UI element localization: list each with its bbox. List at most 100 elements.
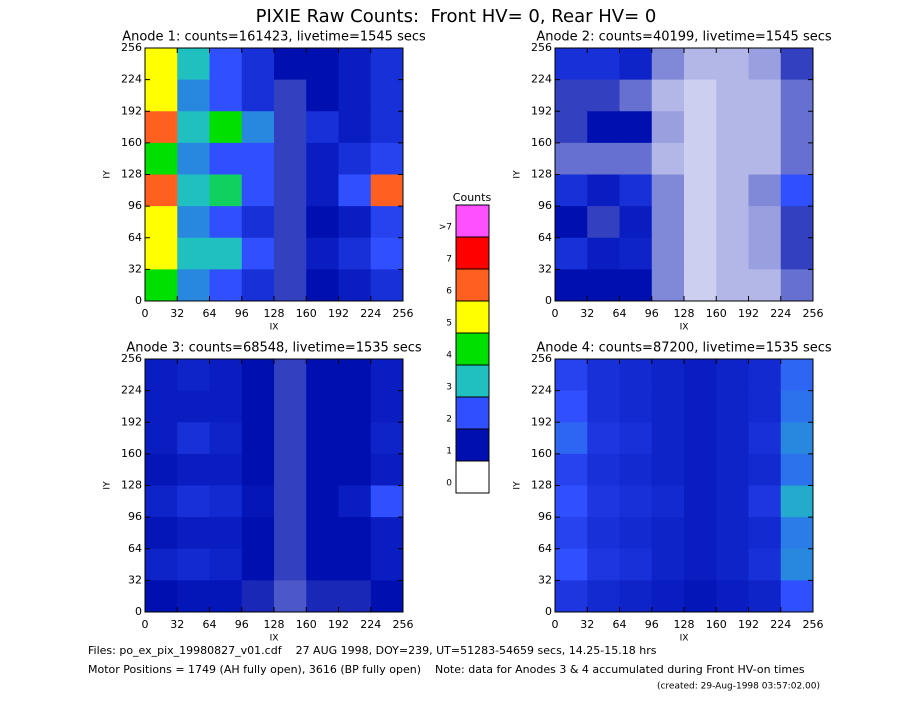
heat-cell: [748, 269, 782, 302]
heat-cell: [370, 206, 404, 239]
heat-cell: [338, 237, 372, 270]
color-box: [455, 396, 490, 430]
heat-cell: [177, 269, 210, 302]
y-axis-label: IY: [103, 481, 113, 490]
heat-cell: [780, 174, 814, 207]
heat-cell: [587, 548, 620, 581]
heat-cell: [145, 237, 178, 270]
heat-cell: [370, 580, 404, 613]
heat-cell: [748, 174, 782, 207]
x-tick-label: 32: [170, 618, 184, 631]
heat-cell: [145, 48, 178, 81]
heat-cell: [241, 390, 275, 423]
x-tick-label: 32: [170, 307, 184, 320]
heat-cell: [306, 206, 339, 239]
x-axis-label: IX: [680, 323, 689, 333]
heat-cell: [780, 422, 814, 455]
heat-cell: [716, 237, 749, 270]
heat-cell: [619, 174, 653, 207]
y-tick-label: 64: [128, 231, 142, 244]
x-tick-label: 0: [552, 618, 559, 631]
heat-cell: [177, 548, 210, 581]
heat-cell: [209, 485, 243, 518]
heat-cell: [370, 517, 404, 550]
heat-cell: [684, 485, 717, 518]
heat-cell: [587, 111, 620, 144]
heat-cell: [748, 548, 782, 581]
y-tick-label: 32: [128, 573, 142, 586]
heat-cell: [306, 142, 339, 175]
heat-cell: [177, 174, 210, 207]
heat-cell: [145, 174, 178, 207]
heat-cell: [716, 390, 749, 423]
heat-cell: [555, 390, 588, 423]
heat-cell: [587, 517, 620, 550]
heat-cell: [306, 548, 339, 581]
x-tick-label: 160: [296, 618, 317, 631]
heat-cell: [716, 269, 749, 302]
heat-cell: [370, 390, 404, 423]
x-tick-label: 96: [645, 307, 659, 320]
heat-cell: [209, 548, 243, 581]
y-tick-label: 160: [121, 447, 142, 460]
heat-cell: [145, 422, 178, 455]
heat-cell: [780, 269, 814, 302]
heat-cell: [241, 580, 275, 613]
heat-cell: [241, 111, 275, 144]
heat-cell: [587, 580, 620, 613]
y-tick-label: 256: [121, 41, 142, 54]
heat-cell: [619, 237, 653, 270]
heat-cell: [619, 453, 653, 486]
heat-cell: [177, 237, 210, 270]
heat-cell: [716, 359, 749, 392]
heat-cell: [555, 237, 588, 270]
heat-cell: [338, 517, 372, 550]
heat-cell: [684, 174, 717, 207]
heat-cell: [209, 269, 243, 302]
heat-cell: [716, 206, 749, 239]
heat-cell: [177, 453, 210, 486]
heat-cell: [306, 269, 339, 302]
heat-cell: [145, 206, 178, 239]
y-tick-label: 96: [538, 510, 552, 523]
heat-cell: [338, 359, 372, 392]
heat-cell: [651, 390, 685, 423]
heat-cell: [684, 206, 717, 239]
heat-cell: [748, 206, 782, 239]
heat-cell: [619, 580, 653, 613]
heat-cell: [274, 142, 307, 175]
heat-cell: [209, 390, 243, 423]
heat-cell: [651, 548, 685, 581]
heat-cell: [555, 142, 588, 175]
heat-cell: [241, 422, 275, 455]
heat-cell: [780, 48, 814, 81]
heat-cell: [651, 359, 685, 392]
x-tick-label: 128: [264, 618, 285, 631]
color-box: [455, 300, 490, 334]
heat-cell: [716, 580, 749, 613]
heat-cell: [619, 422, 653, 455]
heat-cell: [619, 269, 653, 302]
colorbar-label: 7: [446, 255, 452, 265]
heat-cell: [716, 548, 749, 581]
heat-cell: [748, 580, 782, 613]
heat-cell: [684, 580, 717, 613]
y-tick-label: 96: [538, 199, 552, 212]
y-tick-label: 32: [128, 262, 142, 275]
heat-cell: [748, 453, 782, 486]
heat-cell: [684, 269, 717, 302]
heat-cell: [370, 422, 404, 455]
colorbar-label: 4: [446, 351, 452, 361]
heat-cell: [748, 485, 782, 518]
heat-cell: [780, 485, 814, 518]
heat-cell: [555, 269, 588, 302]
y-tick-label: 224: [531, 73, 552, 86]
heat-cell: [274, 111, 307, 144]
y-tick-label: 96: [128, 510, 142, 523]
heat-cell: [274, 79, 307, 112]
y-tick-label: 0: [135, 294, 142, 307]
x-tick-label: 256: [803, 307, 824, 320]
heat-cell: [780, 142, 814, 175]
x-tick-label: 64: [613, 307, 627, 320]
